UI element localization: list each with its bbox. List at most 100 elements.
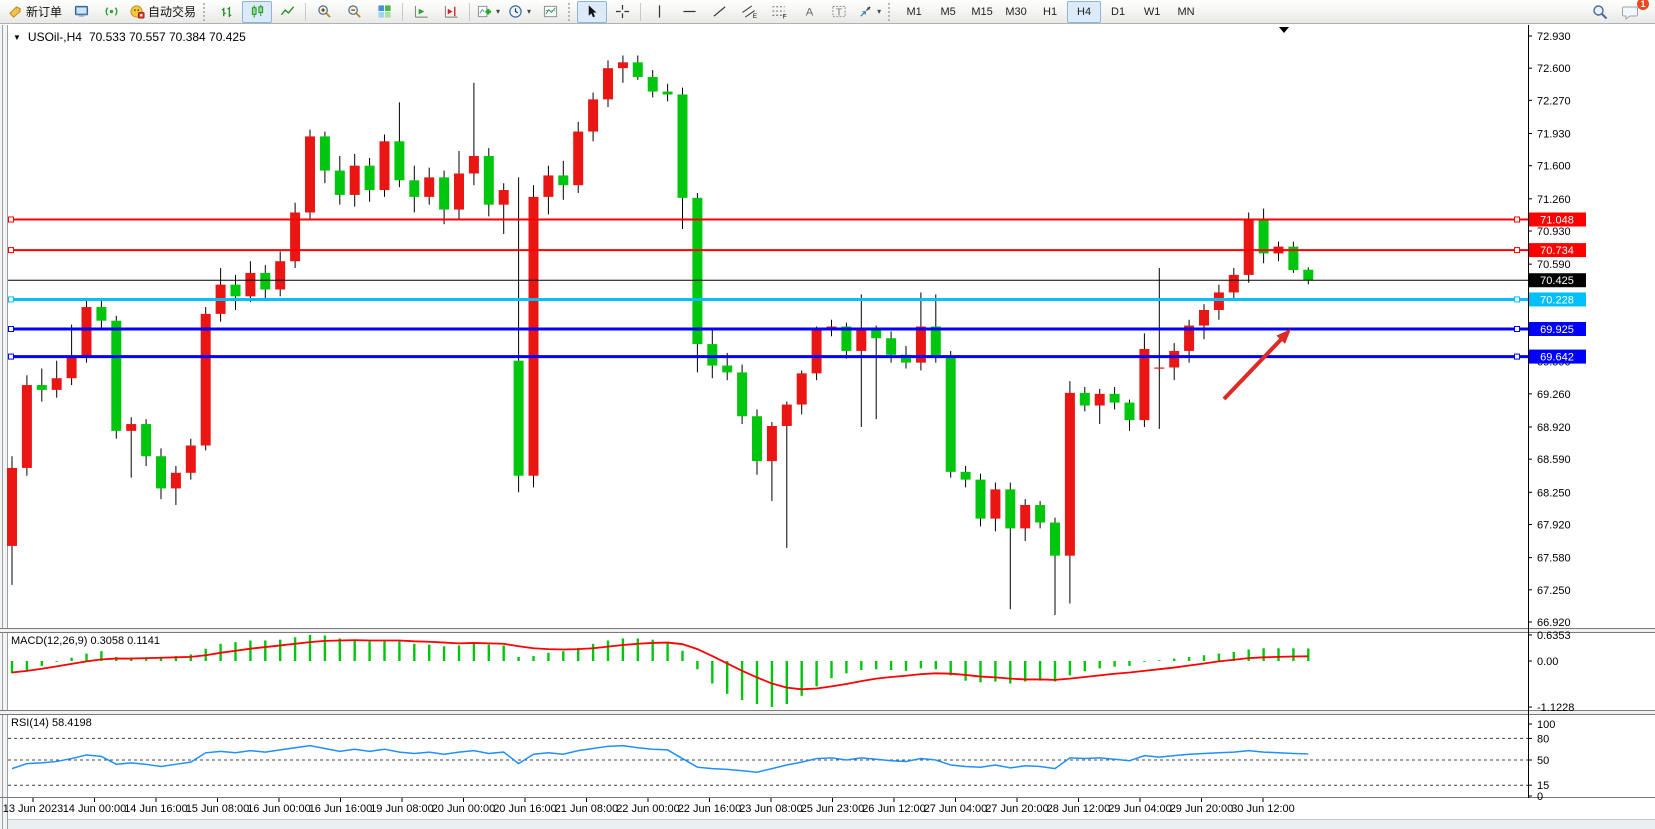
candle-body bbox=[975, 479, 986, 519]
auto-scroll-button[interactable] bbox=[406, 1, 436, 23]
timeframe-h1-button[interactable]: H1 bbox=[1043, 5, 1058, 18]
candle-body bbox=[185, 445, 196, 473]
rsi-axis-label: 0 bbox=[1537, 791, 1543, 803]
candle-body bbox=[409, 180, 420, 197]
arrows-button[interactable]: ▾ bbox=[854, 1, 885, 23]
price-tick-label: 71.260 bbox=[1537, 194, 1571, 206]
rsi-panel bbox=[8, 723, 1532, 797]
notification-badge: 1 bbox=[1637, 0, 1649, 10]
time-tick-label: 19 Jun 08:00 bbox=[370, 803, 434, 815]
bar-chart-button[interactable] bbox=[212, 1, 242, 23]
price-line-label: 70.734 bbox=[1540, 245, 1574, 257]
price-line-label: 70.425 bbox=[1540, 275, 1574, 287]
notifications-button[interactable]: 1 bbox=[1615, 0, 1649, 23]
candle-body bbox=[945, 356, 956, 472]
timeframe-w1-button[interactable]: W1 bbox=[1143, 5, 1161, 18]
timeframe-mn-button[interactable]: MN bbox=[1177, 5, 1195, 18]
price-line-label-bg bbox=[1529, 321, 1586, 336]
price-tick-label: 69.260 bbox=[1537, 389, 1571, 401]
time-tick-label: 22 Jun 00:00 bbox=[616, 803, 680, 815]
price-tick-label: 68.920 bbox=[1537, 422, 1571, 434]
hline-handle bbox=[8, 216, 14, 223]
chart-shift-marker bbox=[1279, 27, 1289, 33]
vertical-line-button[interactable] bbox=[644, 1, 674, 23]
time-tick-label: 29 Jun 04:00 bbox=[1108, 803, 1172, 815]
chart-shift-button[interactable] bbox=[436, 1, 466, 23]
price-tick-label: 71.600 bbox=[1537, 161, 1571, 173]
time-tick-label: 15 Jun 08:00 bbox=[186, 803, 250, 815]
auto-trading-label: 自动交易 bbox=[148, 5, 197, 19]
cursor-icon bbox=[588, 5, 596, 18]
search-button[interactable] bbox=[1585, 1, 1615, 23]
candle-body bbox=[1154, 367, 1165, 369]
charts-window-button[interactable] bbox=[66, 1, 96, 23]
auto-trading-button[interactable]: 自动交易 bbox=[126, 1, 200, 23]
signals-button[interactable] bbox=[96, 1, 126, 23]
clock-icon bbox=[509, 5, 522, 18]
rsi-axis-label: 100 bbox=[1537, 719, 1555, 731]
timeframe-d1-button[interactable]: D1 bbox=[1111, 5, 1126, 18]
candle-body bbox=[349, 165, 360, 195]
candle-body bbox=[439, 177, 450, 210]
price-tick-label: 70.930 bbox=[1537, 226, 1571, 238]
timeframe-h4-button[interactable]: H4 bbox=[1067, 0, 1102, 23]
time-tick-label: 21 Jun 08:00 bbox=[555, 803, 619, 815]
time-tick-label: 16 Jun 00:00 bbox=[247, 803, 311, 815]
candle-body bbox=[766, 426, 777, 462]
timeframe-m30-button[interactable]: M30 bbox=[1005, 5, 1027, 18]
zoom-in-button[interactable] bbox=[309, 1, 339, 23]
zoom-out-button[interactable] bbox=[339, 1, 369, 23]
signal-icon bbox=[105, 7, 117, 16]
text-button[interactable]: A bbox=[794, 1, 824, 23]
hline-handle bbox=[8, 353, 14, 360]
timeframe-m1-button[interactable]: M1 bbox=[906, 5, 922, 18]
price-line-label-bg bbox=[1529, 292, 1586, 307]
fibonacci-button[interactable]: F bbox=[764, 1, 794, 23]
new-order-button[interactable]: 新订单 bbox=[4, 1, 66, 23]
candle-body bbox=[334, 170, 345, 195]
candle-body bbox=[424, 177, 435, 197]
crosshair-button[interactable] bbox=[607, 1, 637, 23]
candle-body bbox=[7, 467, 17, 546]
rsi-axis-label: 50 bbox=[1537, 755, 1549, 767]
candle-body bbox=[543, 175, 554, 197]
candlestick-chart-button[interactable] bbox=[242, 0, 273, 23]
cursor-button[interactable] bbox=[577, 0, 608, 23]
timeframe-m5-button[interactable]: M5 bbox=[940, 5, 956, 18]
price-tick-label: 72.930 bbox=[1537, 31, 1571, 43]
periods-button[interactable]: ▾ bbox=[504, 1, 535, 23]
candle-body bbox=[752, 416, 762, 462]
text-label-button[interactable]: T bbox=[824, 1, 854, 23]
candle-body bbox=[1213, 292, 1224, 310]
line-chart-button[interactable] bbox=[272, 1, 302, 23]
candle-body bbox=[901, 354, 911, 363]
price-line-label: 69.642 bbox=[1540, 352, 1574, 364]
templates-button[interactable] bbox=[535, 1, 565, 23]
time-tick-label: 29 Jun 20:00 bbox=[1170, 803, 1234, 815]
screen-icon bbox=[74, 5, 88, 17]
candle-body bbox=[81, 307, 92, 357]
time-tick-label: 30 Jun 12:00 bbox=[1231, 803, 1295, 815]
symbol-dropdown-icon[interactable]: ▼ bbox=[13, 32, 21, 42]
candle-body bbox=[379, 141, 390, 191]
indicators-button[interactable]: ▾ bbox=[473, 1, 504, 23]
equidistant-channel-button[interactable]: E bbox=[734, 1, 764, 23]
price-tick-label: 72.600 bbox=[1537, 63, 1571, 75]
toolbar: 新订单 自动交易 bbox=[0, 0, 1655, 24]
timeframe-m15-button[interactable]: M15 bbox=[971, 5, 993, 18]
candle-body bbox=[230, 284, 241, 297]
trendline-button[interactable] bbox=[704, 1, 734, 23]
macd-axis-label: 0.00 bbox=[1537, 656, 1558, 668]
search-icon bbox=[1593, 4, 1608, 19]
dropdown-caret-icon: ▾ bbox=[877, 7, 882, 16]
toolbar-grip bbox=[888, 2, 892, 21]
line-chart-icon bbox=[280, 6, 294, 16]
candle-body bbox=[1050, 522, 1060, 556]
horizontal-line-button[interactable] bbox=[674, 1, 704, 23]
tile-windows-button[interactable] bbox=[369, 1, 399, 23]
candle-body bbox=[1109, 393, 1120, 403]
zoom-out-icon bbox=[347, 5, 361, 18]
time-tick-label: 14 Jun 16:00 bbox=[124, 803, 188, 815]
candle-body bbox=[737, 372, 748, 417]
